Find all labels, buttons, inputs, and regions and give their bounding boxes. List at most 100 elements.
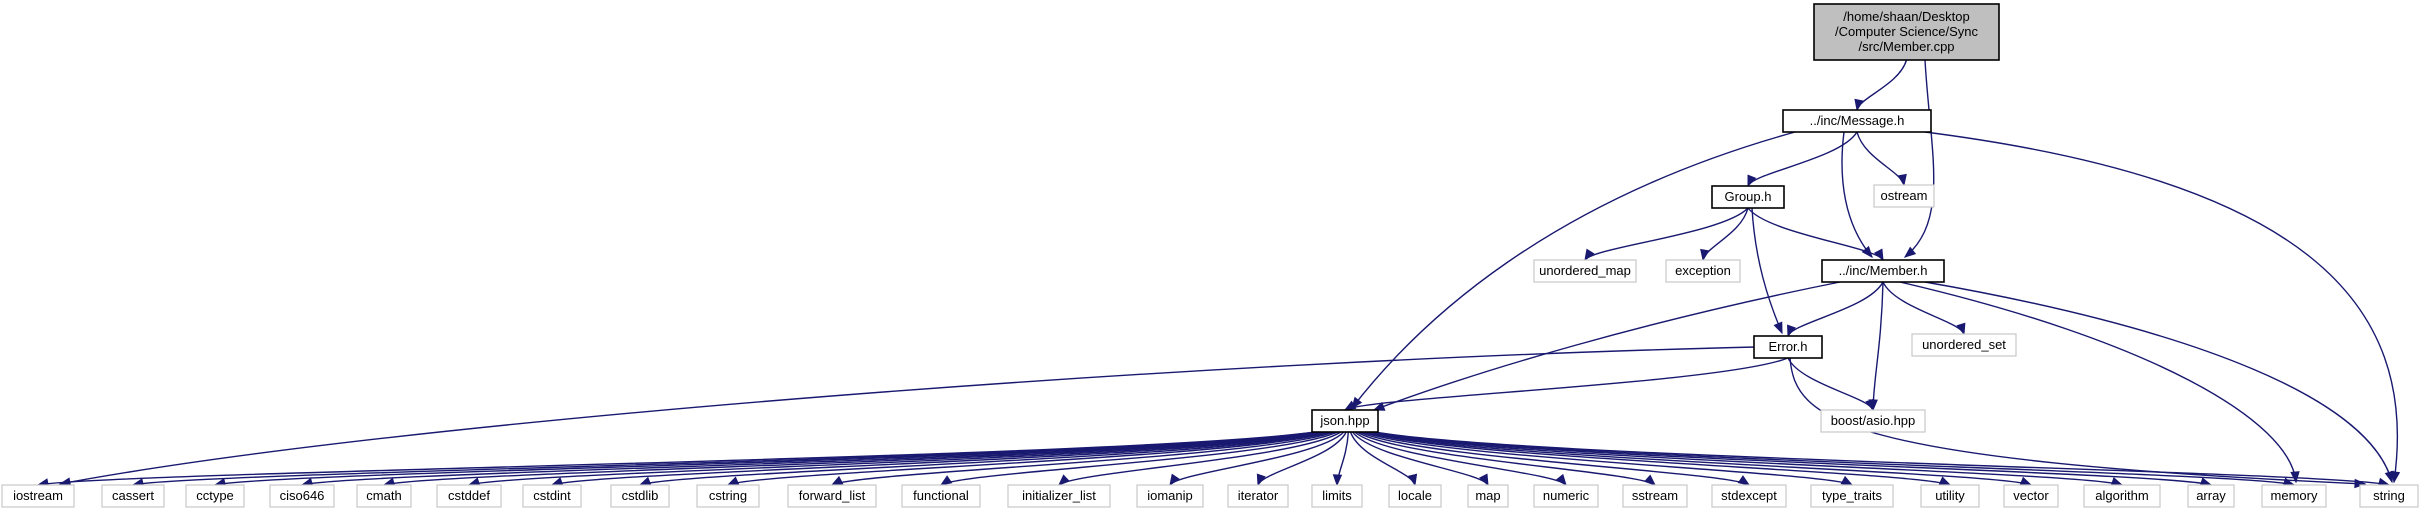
node-label: /src/Member.cpp [1858,39,1954,54]
node-box [1136,484,1204,508]
edge-json-to-iomanip-arrowhead [1169,473,1180,487]
node-box [610,484,670,508]
node-label: iostream [13,488,63,503]
node-map: map [1467,484,1509,508]
node-cmath: cmath [356,484,412,508]
node-box [356,484,412,508]
edge-json-to-memory [1374,431,2295,486]
edge-root-to-member-arrowhead [1903,246,1917,258]
node-utility: utility [1920,484,1980,508]
node-box [522,484,582,508]
edge-json-to-sstream [1356,431,1656,486]
edge-message-to-member [1841,131,1873,258]
node-cstddef: cstddef [436,484,502,508]
node-label: locale [1398,488,1432,503]
node-label: algorithm [2095,488,2148,503]
node-array: array [2187,484,2235,508]
edge-group-to-exception [1702,207,1749,261]
edge-group-to-unordered_map-arrowhead [1584,248,1595,262]
node-box [2359,484,2419,508]
edge-json-to-initializer_list [1058,431,1342,486]
edge-json-to-utility-arrowhead [1938,476,1952,486]
node-unordered-set: unordered_set [1911,333,2017,357]
node-group[interactable]: Group.h [1711,185,1785,209]
node-iterator: iterator [1227,484,1289,508]
edge-root-to-message [1856,59,1908,111]
edge-json-to-type_traits-arrowhead [1840,475,1854,486]
node-cstring: cstring [696,484,760,508]
node-box [2003,484,2059,508]
node-label: /Computer Science/Sync [1835,24,1979,39]
node-label: stdexcept [1721,488,1777,503]
node-label: boost/asio.hpp [1831,413,1916,428]
edge-json-to-forward_list [831,431,1335,486]
edge-member-to-error-arrowhead [1787,324,1796,338]
edge-error-to-json-arrowhead [1343,400,1357,411]
node-label: ciso646 [280,488,325,503]
edge-message-to-ostream-arrowhead [1897,173,1907,187]
node-json[interactable]: json.hpp [1311,409,1379,433]
edge-group-to-member-arrowhead [1873,248,1884,262]
node-label: unordered_set [1922,337,2006,352]
edge-error-to-boost_asio [1787,357,1874,411]
node-sstream: sstream [1622,484,1688,508]
edge-json-to-string [1374,431,2390,486]
node-label: cstdint [533,488,571,503]
node-error[interactable]: Error.h [1753,335,1823,359]
edge-json-to-functional [940,431,1338,486]
node-box [1311,409,1379,433]
edges-layer [36,59,2401,489]
edge-member-to-json-arrowhead [1372,401,1386,411]
edge-member-to-boost_asio [1872,281,1884,411]
edge-message-to-group [1747,131,1858,187]
edge-json-to-cstddef [468,431,1325,486]
node-label: Group.h [1725,189,1772,204]
node-label: numeric [1543,488,1590,503]
node-box [1227,484,1289,508]
edge-json-to-cmath [383,431,1323,486]
node-label: json.hpp [1319,413,1369,428]
node-message[interactable]: ../inc/Message.h [1782,109,1932,133]
node-box [1911,333,2017,357]
node-label: sstream [1632,488,1678,503]
node-box [1533,484,1599,508]
node-label: functional [913,488,969,503]
node-label: Error.h [1768,339,1807,354]
node-member[interactable]: ../inc/Member.h [1821,259,1945,283]
node-box [436,484,502,508]
edge-error-to-iostream [59,346,1757,485]
edge-json-to-cstdlib [639,431,1330,486]
edge-json-to-vector [1367,431,2032,486]
node-root[interactable]: /home/shaan/Desktop/Computer Science/Syn… [1813,3,2000,61]
node-cassert: cassert [101,484,165,508]
edge-json-to-array [1371,431,2212,486]
edge-member-to-unordered_set [1882,281,1965,335]
node-algorithm: algorithm [2083,484,2161,508]
node-box [787,484,877,508]
edge-member-to-memory [1899,281,2297,483]
edge-json-to-type_traits [1362,431,1853,486]
node-box [1311,484,1363,508]
node-box [1622,484,1688,508]
node-exception: exception [1665,259,1741,283]
node-label: cstdlib [622,488,659,503]
node-box [1782,109,1932,133]
node-limits: limits [1311,484,1363,508]
node-locale: locale [1388,484,1442,508]
node-box [1920,484,1980,508]
node-box [2261,484,2327,508]
edge-message-to-ostream [1856,131,1905,186]
node-box [696,484,760,508]
edge-json-to-vector-arrowhead [2019,476,2033,486]
node-box [1813,3,2000,61]
node-label: type_traits [1822,488,1882,503]
edge-json-to-numeric-arrowhead [1555,473,1567,487]
edge-root-to-member [1904,59,1935,258]
edge-message-to-json [1351,131,1796,409]
edge-member-to-unordered_set-arrowhead [1956,322,1966,336]
node-label: exception [1675,263,1731,278]
node-type-traits: type_traits [1810,484,1894,508]
node-label: initializer_list [1022,488,1096,503]
edge-json-to-ciso646 [301,431,1321,486]
